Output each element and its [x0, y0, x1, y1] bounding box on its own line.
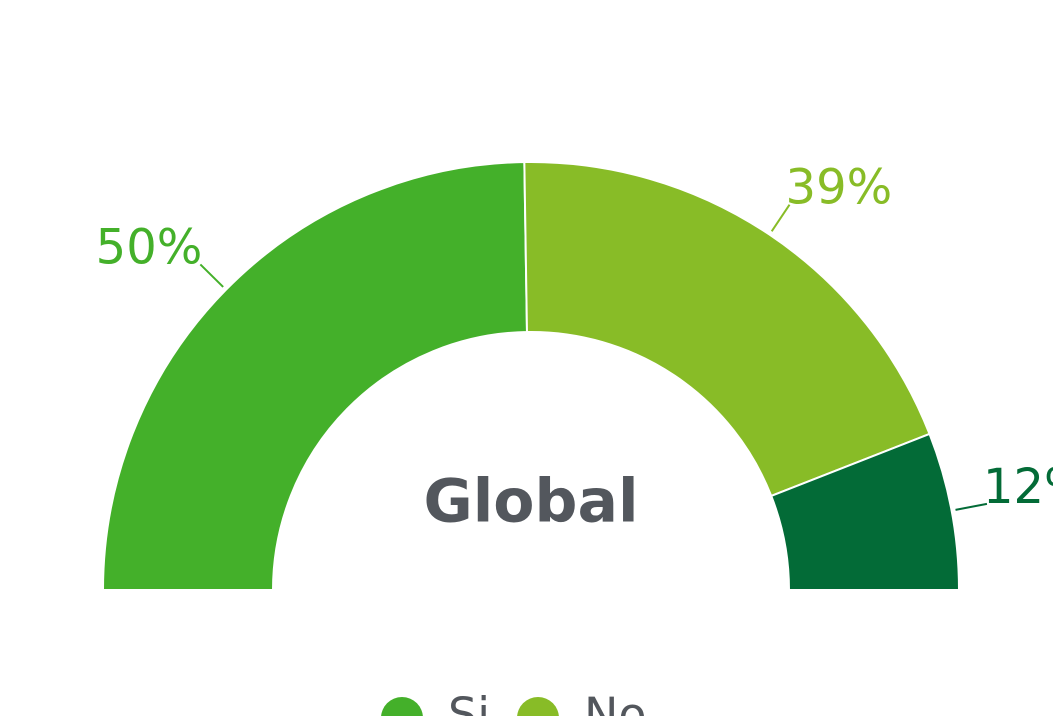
leader-line: [199, 263, 224, 288]
legend-marker: [517, 697, 559, 716]
slice: [523, 161, 931, 498]
data-label: 12%: [983, 459, 1053, 515]
legend-marker: [381, 697, 423, 716]
legend-label: Si: [448, 688, 490, 716]
slice: [769, 432, 961, 591]
data-label: 39%: [786, 160, 893, 216]
legend-label: No: [584, 688, 647, 716]
leader-line: [770, 204, 791, 232]
data-label: 50%: [96, 219, 203, 275]
leader-line: [955, 502, 988, 511]
slice: [101, 161, 529, 591]
chart-title: Global: [423, 467, 638, 537]
